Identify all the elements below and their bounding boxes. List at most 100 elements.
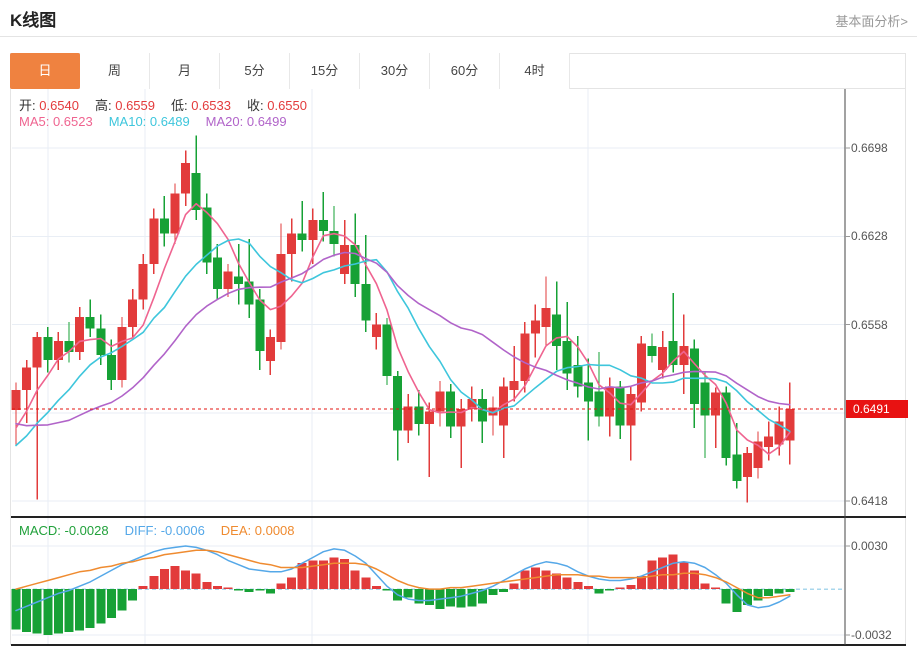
candle-body — [53, 340, 63, 360]
macd-hist-bar — [658, 557, 668, 590]
candle-body — [191, 173, 201, 210]
candle-body — [340, 245, 350, 275]
macd-hist-bar — [128, 589, 138, 601]
macd-hist-bar — [552, 573, 562, 590]
macd-hist-bar — [265, 589, 275, 594]
y-axis-tick-1: 0.6628 — [851, 229, 888, 244]
candle-body — [499, 386, 509, 426]
candle-body — [605, 386, 615, 417]
candle-body — [467, 398, 477, 409]
candle-body — [287, 233, 297, 254]
ohlc-legend-item-2: 低: 0.6533 — [171, 98, 231, 113]
macd-hist-bar — [223, 587, 233, 590]
macd-hist-bar — [594, 589, 604, 594]
macd-hist-bar — [106, 589, 116, 618]
tab-period-0[interactable]: 日 — [10, 53, 80, 89]
macd-hist-bar — [11, 589, 21, 630]
tab-period-2[interactable]: 月 — [150, 53, 220, 89]
current-price-badge: 0.6491 — [846, 399, 908, 418]
macd-hist-bar — [499, 589, 509, 592]
macd-hist-bar — [668, 554, 678, 590]
candle-body — [96, 328, 106, 355]
candle-body — [615, 386, 625, 426]
y-axis-tick-3: 0.6418 — [851, 494, 888, 508]
macd-hist-bar — [85, 589, 95, 628]
macd-axis-tick-0: 0.0030 — [851, 539, 888, 553]
candle-body — [11, 390, 21, 411]
candle-body — [308, 219, 318, 241]
candle-body — [530, 320, 540, 334]
candle-body — [202, 207, 212, 263]
candle-body — [711, 392, 721, 416]
ma20-line — [15, 251, 791, 427]
macd-hist-bar — [573, 581, 583, 590]
macd-hist-bar — [212, 586, 222, 590]
macd-hist-bar — [732, 589, 742, 613]
macd-hist-bar — [308, 560, 318, 590]
candle-body — [170, 193, 180, 234]
candle-body — [382, 324, 392, 377]
candle-body — [149, 218, 159, 264]
macd-hist-bar — [75, 589, 85, 631]
candle-body — [244, 281, 254, 305]
macd-legend: MACD: -0.0028 DIFF: -0.0006 DEA: 0.0008 — [19, 523, 311, 538]
tab-period-4[interactable]: 15分 — [290, 53, 360, 89]
candle-body — [361, 284, 371, 321]
candle-body — [785, 408, 795, 441]
ma-legend-item-2: MA20: 0.6499 — [205, 114, 287, 129]
candle-body — [658, 347, 668, 370]
macd-hist-bar — [202, 581, 212, 590]
tab-period-1[interactable]: 周 — [80, 53, 150, 89]
candle-body — [329, 231, 339, 244]
candle-body — [22, 367, 32, 391]
macd-hist-bar — [711, 587, 721, 590]
macd-diff-line — [15, 545, 791, 612]
candle-body — [43, 337, 53, 360]
ohlc-legend-item-3: 收: 0.6550 — [247, 98, 307, 113]
macd-hist-bar — [234, 589, 244, 591]
macd-hist-bar — [181, 570, 191, 590]
macd-hist-bar — [382, 589, 392, 591]
candle-body — [106, 354, 116, 380]
macd-hist-bar — [340, 558, 350, 590]
tab-period-6[interactable]: 60分 — [430, 53, 500, 89]
macd-hist-bar — [138, 586, 148, 590]
macd-hist-bar — [764, 589, 774, 597]
macd-hist-bar — [477, 589, 487, 604]
candle-body — [276, 253, 286, 343]
ohlc-legend-item-1: 高: 0.6559 — [95, 98, 155, 113]
macd-hist-bar — [753, 589, 763, 601]
macd-legend-item-0: MACD: -0.0028 — [19, 523, 109, 538]
macd-hist-bar — [350, 570, 360, 590]
candle-body — [435, 391, 445, 412]
candle-body — [700, 382, 710, 416]
candle-body — [764, 436, 774, 447]
candle-body — [636, 343, 646, 403]
macd-hist-bar — [700, 583, 710, 590]
candle-body — [117, 327, 127, 380]
macd-hist-bar — [403, 589, 413, 598]
candle-body — [753, 441, 763, 469]
fundamental-analysis-link[interactable]: 基本面分析> — [835, 14, 908, 29]
candle-body — [668, 340, 678, 365]
candle-body — [234, 276, 244, 285]
macd-hist-bar — [414, 589, 424, 604]
macd-hist-bar — [626, 584, 636, 590]
tab-period-5[interactable]: 30分 — [360, 53, 430, 89]
candle-body — [393, 376, 403, 431]
macd-hist-bar — [276, 583, 286, 590]
macd-hist-bar — [689, 570, 699, 590]
macd-hist-bar — [191, 573, 201, 590]
macd-hist-bar — [244, 589, 254, 592]
candle-body — [647, 345, 657, 357]
y-axis-tick-2: 0.6558 — [851, 317, 888, 332]
candle-body — [456, 408, 466, 427]
macd-hist-bar — [562, 577, 572, 590]
tab-period-7[interactable]: 4时 — [500, 53, 570, 89]
macd-hist-bar — [583, 586, 593, 590]
candle-body — [255, 299, 265, 351]
candle-body — [594, 391, 604, 417]
candle-body — [679, 345, 689, 365]
tab-period-3[interactable]: 5分 — [220, 53, 290, 89]
